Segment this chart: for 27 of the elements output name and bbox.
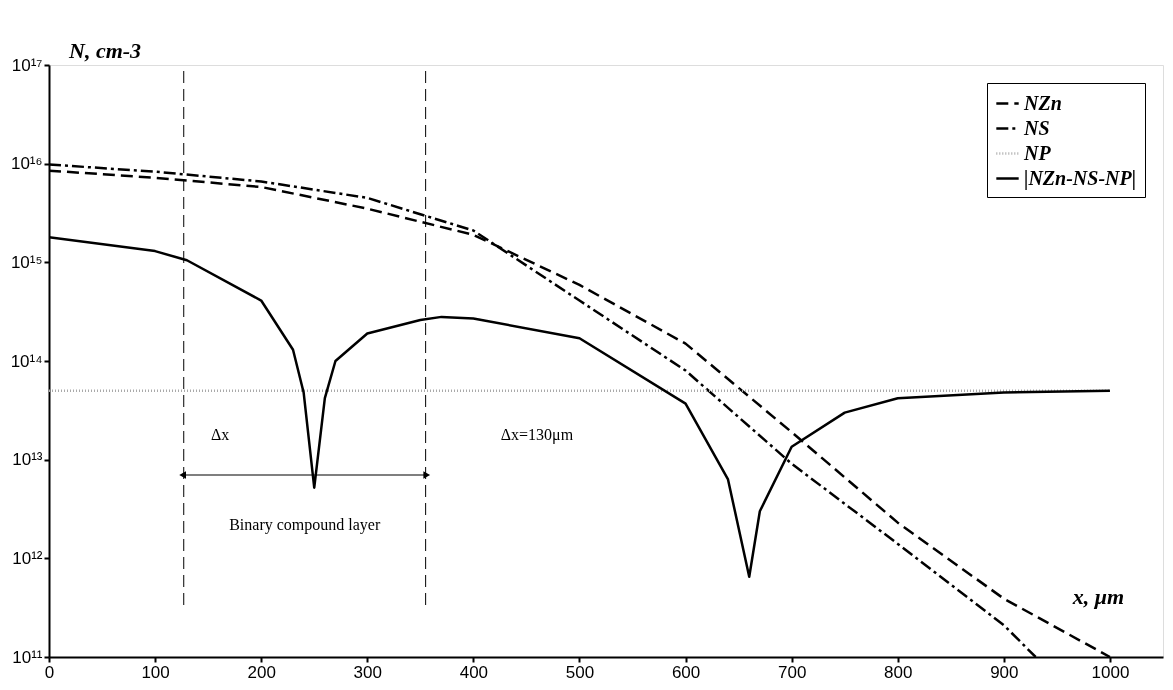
legend-label: |NZn-NS-NP| <box>1024 166 1137 190</box>
x-tick-label: 0 <box>44 662 55 682</box>
y-tick-label: 10¹⁷ <box>11 55 43 75</box>
annotation: Binary compound layer <box>229 516 381 534</box>
x-tick-label: 400 <box>459 662 489 682</box>
x-tick-label: 700 <box>777 662 807 682</box>
annotation: Δx=130μm <box>500 426 574 444</box>
y-tick-label: 10¹² <box>12 548 43 568</box>
x-tick-label: 100 <box>141 662 170 682</box>
x-tick-label: 800 <box>884 662 913 682</box>
y-tick-label: 10¹³ <box>12 450 43 470</box>
x-tick-label: 500 <box>565 662 595 682</box>
y-tick-label: 10¹⁶ <box>10 154 43 174</box>
x-tick-label: 1000 <box>1091 662 1130 682</box>
legend-label: NZn <box>1023 91 1062 114</box>
x-axis-title: x, μm <box>1071 584 1124 609</box>
y-tick-label: 10¹¹ <box>12 647 43 667</box>
x-tick-label: 600 <box>671 662 701 682</box>
y-axis-title: N, cm-3 <box>68 38 142 63</box>
y-tick-label: 10¹⁵ <box>10 252 43 272</box>
legend-label: NP <box>1023 141 1052 164</box>
x-tick-label: 900 <box>990 662 1019 682</box>
x-tick-label: 300 <box>353 662 382 682</box>
y-tick-label: 10¹⁴ <box>10 351 43 371</box>
annotation: Δx <box>210 426 230 443</box>
x-tick-label: 200 <box>247 662 276 682</box>
legend-label: NS <box>1023 116 1050 139</box>
